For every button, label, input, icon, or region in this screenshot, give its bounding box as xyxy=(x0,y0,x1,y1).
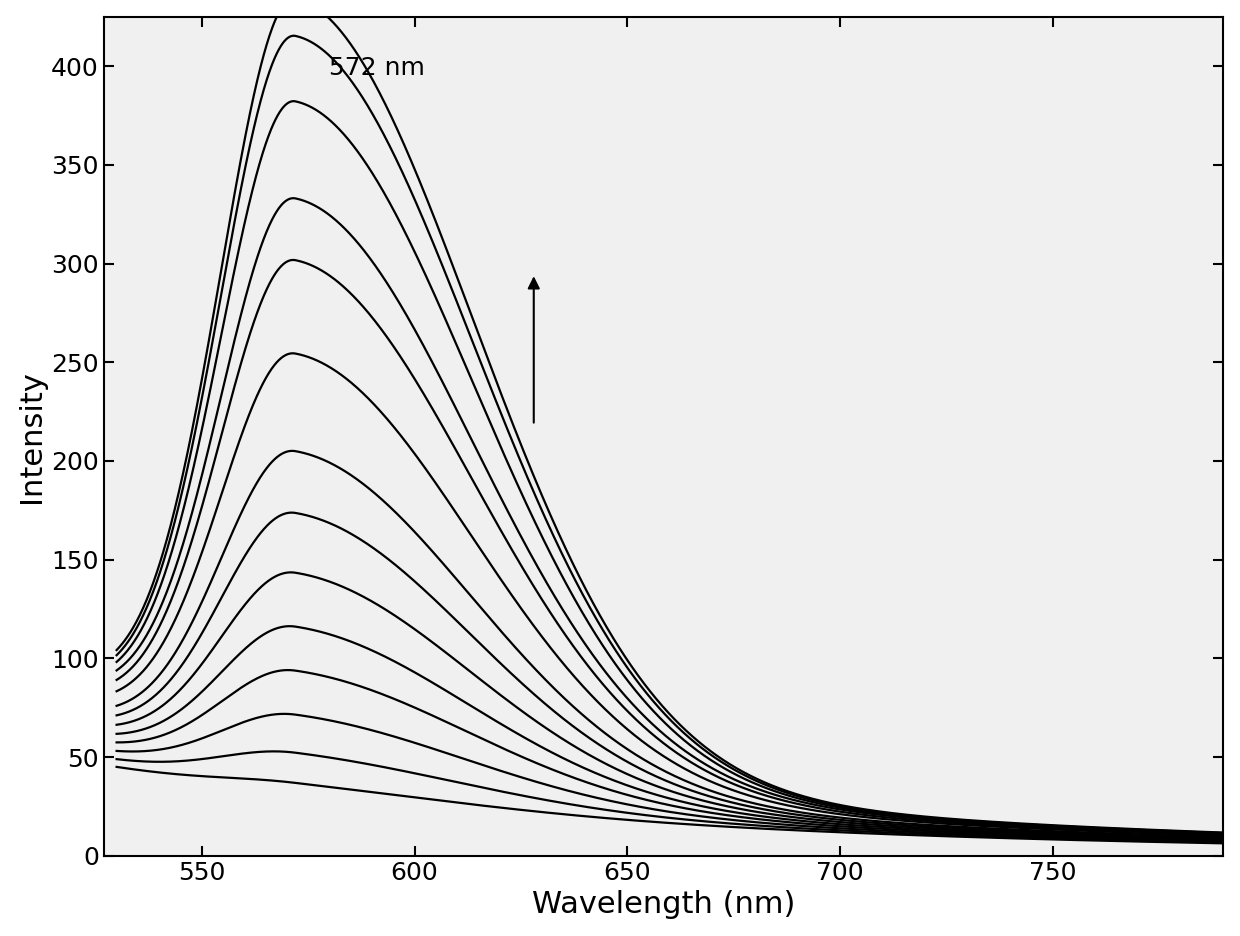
Y-axis label: Intensity: Intensity xyxy=(16,370,46,503)
Text: 572 nm: 572 nm xyxy=(330,56,425,80)
X-axis label: Wavelength (nm): Wavelength (nm) xyxy=(532,890,795,919)
